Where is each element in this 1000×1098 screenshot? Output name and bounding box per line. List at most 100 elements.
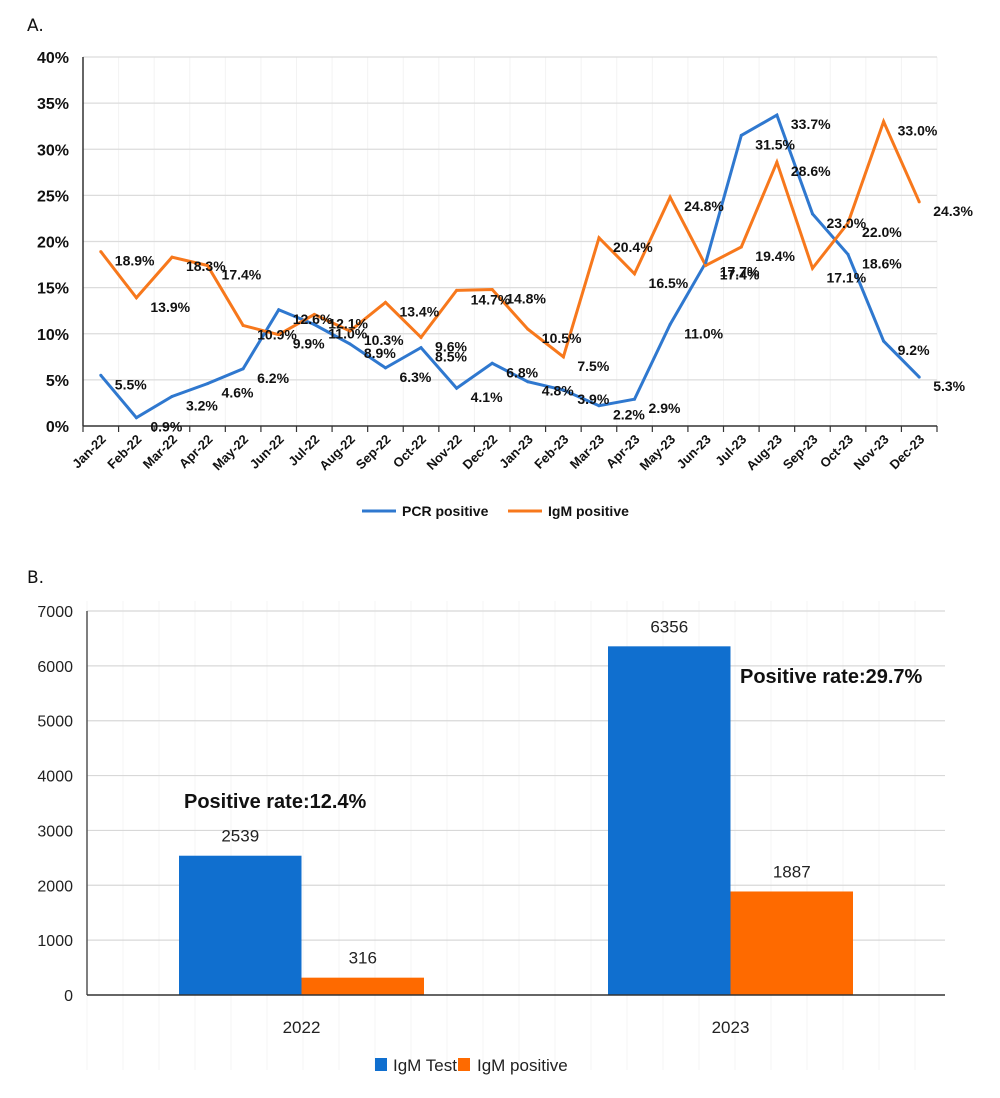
x-tick-label: Jun-23 [674,432,714,472]
bar-value-label-igm-positive: 1887 [773,862,811,881]
data-label-pcr-positive: 11.0% [684,326,723,342]
x-tick-label: May-22 [209,432,251,474]
bar-value-label-igm-test: 6356 [650,617,688,636]
data-label-pcr-positive: 2.9% [649,400,681,416]
x-tick-label: Nov-22 [423,432,464,473]
bar-value-label-igm-positive: 316 [349,949,377,968]
y-tick-label: 5% [46,373,69,390]
data-point-pcr-positive [668,323,672,327]
data-label-pcr-positive: 2.2% [613,407,645,423]
data-point-pcr-positive [206,382,210,386]
series-line-igm-positive [99,117,921,360]
data-label-igm-positive: 18.3% [186,258,226,274]
x-tick-label: Apr-22 [176,432,216,472]
data-label-igm-positive: 24.8% [684,198,724,214]
data-label-pcr-positive: 12.6% [293,311,333,327]
data-point-igm-positive [561,355,565,359]
data-point-igm-positive [882,120,886,124]
data-label-pcr-positive: 33.7% [791,116,831,132]
y-tick-label: 6000 [37,659,73,676]
data-point-igm-positive [348,329,352,333]
bar-igm-test [179,855,302,995]
data-point-pcr-positive [383,366,387,370]
data-label-igm-positive: 14.7% [471,291,511,307]
data-label-igm-positive: 17.1% [826,269,866,285]
x-tick-label: Sep-22 [353,432,394,473]
data-label-igm-positive: 14.8% [506,290,546,306]
data-point-pcr-positive [882,339,886,343]
y-tick-label: 5000 [37,714,73,731]
data-label-igm-positive: 16.5% [649,275,689,291]
x-tick-label: Feb-23 [531,432,571,472]
data-label-pcr-positive: 6.2% [257,370,289,386]
annotation-positive-rate-2022: Positive rate:12.4% [184,791,367,813]
data-point-pcr-positive [526,380,530,384]
data-label-igm-positive: 24.3% [933,203,973,219]
data-label-igm-positive: 7.5% [577,358,609,374]
data-label-pcr-positive: 17.7% [720,264,760,280]
data-point-pcr-positive [846,252,850,256]
data-point-pcr-positive [917,375,921,379]
data-point-pcr-positive [704,261,708,265]
data-point-igm-positive [668,195,672,199]
data-point-igm-positive [846,221,850,225]
data-point-pcr-positive [775,113,779,117]
data-label-pcr-positive: 3.2% [186,397,218,413]
data-label-pcr-positive: 8.5% [435,349,467,365]
data-point-pcr-positive [312,323,316,327]
x-tick-label: Jan-22 [69,432,109,472]
x-tick-label: Sep-23 [780,432,821,473]
bar-igm-positive [730,891,853,995]
data-label-igm-positive: 33.0% [898,123,938,139]
x-tick-label: Apr-23 [603,432,643,472]
y-tick-label: 3000 [37,823,73,840]
data-point-pcr-positive [419,346,423,350]
data-label-igm-positive: 10.3% [364,332,404,348]
data-point-pcr-positive [170,394,174,398]
x-tick-label: Oct-23 [817,432,856,471]
data-point-pcr-positive [134,416,138,420]
x-tick-label: Feb-22 [104,432,144,472]
y-tick-label: 25% [37,188,69,205]
y-tick-label: 30% [37,142,69,159]
data-point-igm-positive [312,312,316,316]
legend-swatch-igm-positive [458,1058,470,1071]
data-point-pcr-positive [739,133,743,137]
data-label-pcr-positive: 8.9% [364,345,396,361]
y-tick-label: 10% [37,327,69,344]
data-point-igm-positive [383,300,387,304]
data-label-igm-positive: 17.4% [720,266,760,282]
data-label-pcr-positive: 5.5% [115,376,147,392]
data-point-igm-positive [917,200,921,204]
data-point-igm-positive [526,327,530,331]
data-point-igm-positive [775,160,779,164]
y-tick-label: 15% [37,281,69,298]
data-point-pcr-positive [597,404,601,408]
data-label-igm-positive: 18.9% [115,253,155,269]
data-label-pcr-positive: 31.5% [755,136,795,152]
data-label-igm-positive: 28.6% [791,163,831,179]
legend-swatch-igm-test [375,1058,387,1071]
x-tick-label: Aug-22 [316,432,358,474]
data-label-pcr-positive: 6.8% [506,364,538,380]
legend-label-pcr-positive: PCR positive [402,503,489,519]
data-label-pcr-positive: 3.9% [577,391,609,407]
data-point-igm-positive [490,287,494,291]
data-label-igm-positive: 17.4% [222,266,262,282]
data-point-igm-positive [739,245,743,249]
data-point-pcr-positive [348,342,352,346]
panel-label-b: B. [27,568,45,588]
y-tick-label: 1000 [37,933,73,950]
x-tick-label: 2023 [712,1018,750,1037]
y-tick-label: 7000 [37,604,73,621]
data-label-igm-positive: 22.0% [862,224,902,240]
data-point-igm-positive [704,263,708,267]
data-point-pcr-positive [633,397,637,401]
data-label-igm-positive: 13.9% [150,299,190,315]
legend-label-igm-positive: IgM positive [477,1056,568,1075]
data-label-pcr-positive: 18.6% [862,255,902,271]
data-point-pcr-positive [241,367,245,371]
data-label-pcr-positive: 4.1% [471,389,503,405]
y-tick-label: 2000 [37,878,73,895]
data-point-igm-positive [134,296,138,300]
